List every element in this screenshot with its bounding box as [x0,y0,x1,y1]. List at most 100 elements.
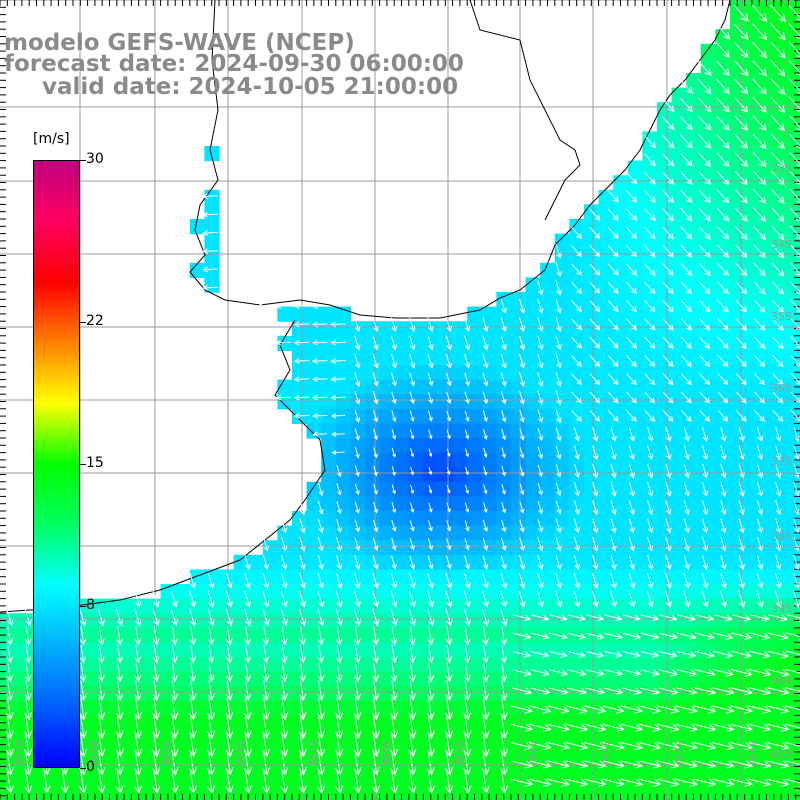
wind-speed-cell [496,773,512,789]
wind-vector [24,770,33,794]
wind-vector [683,463,690,479]
wind-speed-cell [730,569,746,585]
wind-speed-cell [365,540,381,556]
wind-vector [244,555,251,571]
wind-vector [353,626,361,646]
wind-vector [207,770,216,794]
wind-speed-cell [773,14,789,30]
wind-speed-cell [715,613,731,629]
wind-speed-cell [554,233,570,249]
wind-vector [170,626,178,646]
wind-vector [793,427,800,442]
wind-speed-cell [379,671,395,687]
wind-speed-cell [686,554,702,570]
wind-vector [427,555,434,570]
wind-speed-cell [467,365,483,381]
wind-vector [665,572,672,589]
wind-vector [428,467,433,476]
wind-vector [280,662,288,683]
wind-speed-cell [379,642,395,658]
wind-speed-cell [671,511,687,527]
wind-speed-cell [627,365,643,381]
wind-speed-cell [408,438,424,454]
wind-vector [427,317,434,333]
wind-speed-cell [671,306,687,322]
wind-vector [549,614,568,622]
wind-speed-cell [715,131,731,147]
wind-speed-cell [467,423,483,439]
wind-vector [281,518,288,534]
wind-vector [589,263,601,276]
wind-speed-cell [613,262,629,278]
wind-vector [97,697,106,721]
wind-vector [390,335,398,351]
wind-speed-cell [365,496,381,512]
wind-vector [280,734,289,758]
wind-vector [482,335,489,351]
wind-speed-cell [584,554,600,570]
wind-speed-cell [613,686,629,702]
wind-vector [501,447,506,459]
longitude-labels: 61W 60W 59W 58W 57W 56W 55W 54W 53W 52W 51W [12,740,758,765]
colorbar-tick-label: 22 [86,313,104,330]
wind-speed-cell [467,700,483,716]
wind-speed-cell [613,569,629,585]
wind-speed-cell [759,116,775,132]
wind-speed-cell [481,481,497,497]
wind-speed-cell [175,730,191,746]
wind-speed-cell [773,292,789,308]
wind-vector [116,644,123,664]
wind-speed-cell [379,540,395,556]
wind-speed-cell [379,365,395,381]
wind-speed-cell [350,759,366,775]
wind-speed-cell [321,584,337,600]
wind-vector [644,410,656,422]
wind-speed-cell [481,438,497,454]
wind-speed-cell [321,452,337,468]
wind-speed-cell [306,744,322,760]
wind-speed-cell [773,73,789,89]
wind-speed-cell [452,481,468,497]
wind-speed-cell [452,408,468,424]
wind-vector [665,481,672,497]
wind-speed-cell [204,715,220,731]
wind-vector [756,427,764,442]
wind-speed-cell [525,671,541,687]
wind-vector [207,572,215,589]
wind-vector [500,662,508,683]
wind-speed-cell [686,496,702,512]
wind-speed-cell [657,613,673,629]
wind-vector [697,79,712,95]
wind-speed-cell [686,335,702,351]
wind-vector [589,281,601,294]
wind-speed-cell [394,569,410,585]
wind-vector [312,376,328,383]
wind-speed-cell [14,627,30,643]
wind-vector [555,317,562,333]
wind-vector [428,429,433,440]
wind-vector [610,572,617,589]
wind-speed-cell [292,554,308,570]
wind-vector [665,427,672,442]
wind-speed-cell [642,350,658,366]
wind-speed-cell [584,233,600,249]
wind-speed-cell [686,481,702,497]
wind-speed-cell [131,613,147,629]
wind-speed-cell [496,569,512,585]
wind-speed-cell [540,379,556,395]
wind-vector [391,466,396,476]
wind-speed-cell [700,511,716,527]
wind-speed-cell [569,540,585,556]
wind-vector [537,537,544,552]
wind-vector [565,760,589,769]
wind-vector [331,450,345,455]
wind-vector [680,263,693,277]
wind-vector [335,715,344,739]
wind-vector [753,225,766,241]
wind-speed-cell [540,642,556,658]
wind-speed-cell [700,204,716,220]
wind-speed-cell [248,657,264,673]
wind-vector [628,445,635,461]
wind-speed-cell [686,116,702,132]
wind-speed-cell [715,744,731,760]
